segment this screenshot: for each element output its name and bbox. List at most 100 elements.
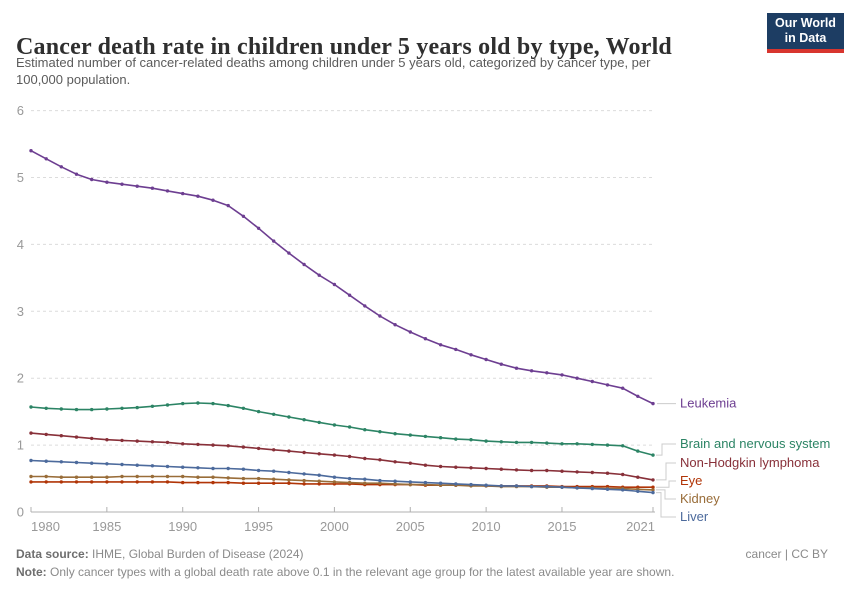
series-point-liver-2007 [438,481,443,485]
series-point-leukemia-1990 [181,191,185,196]
y-tick-label-5: 5 [17,170,24,185]
series-point-leukemia-1984 [90,177,94,182]
series-point-non-hodgkin-lymphoma-1985 [105,438,109,442]
series-point-eye-1999 [317,482,321,486]
series-point-eye-1993 [226,480,230,485]
series-point-kidney-1982 [59,475,63,479]
series-point-kidney-1989 [165,474,170,479]
series-point-non-hodgkin-lymphoma-1981 [44,432,48,437]
series-point-liver-1983 [74,460,79,465]
legend-connector-liver [656,492,676,518]
series-point-non-hodgkin-lymphoma-2003 [378,458,382,462]
legend-label-eye[interactable]: Eye [680,473,702,488]
series-point-liver-1987 [135,463,139,467]
series-point-liver-2021 [651,490,655,495]
series-point-non-hodgkin-lymphoma-2000 [332,453,337,457]
series-point-brain-and-nervous-system-1993 [226,403,230,408]
series-point-leukemia-2002 [363,304,367,308]
series-point-kidney-2003 [378,481,382,485]
series-point-brain-and-nervous-system-1985 [105,407,109,411]
series-point-non-hodgkin-lymphoma-2019 [621,472,625,477]
footer-note-label: Note: [16,565,47,579]
series-point-brain-and-nervous-system-2005 [408,433,412,437]
series-point-liver-2009 [469,482,473,487]
series-point-kidney-1994 [241,476,246,481]
series-point-brain-and-nervous-system-1980 [29,405,33,409]
legend-label-liver[interactable]: Liver [680,509,709,524]
series-point-liver-1993 [226,466,230,471]
series-line-liver[interactable] [30,459,654,494]
x-tick-label-2015: 2015 [548,519,577,534]
legend-connector-brain-and-nervous-system [656,443,676,456]
series-point-brain-and-nervous-system-2007 [438,436,443,440]
owid-logo-line2: in Data [784,30,827,45]
x-tick-label-2000: 2000 [320,519,349,534]
series-point-liver-1999 [317,473,321,477]
footer-sources: Data source: IHME, Global Burden of Dise… [16,547,303,562]
series-point-eye-1991 [196,480,200,485]
series-point-brain-and-nervous-system-1997 [287,415,291,419]
legend-label-kidney[interactable]: Kidney [680,491,720,506]
owid-logo-line1: Our World [775,16,836,30]
series-line-non-hodgkin-lymphoma[interactable] [30,432,654,481]
series-point-eye-1996 [272,481,276,485]
series-point-brain-and-nervous-system-2014 [545,441,549,445]
series-point-brain-and-nervous-system-2000 [332,423,337,427]
series-point-eye-1984 [90,480,94,484]
series-point-non-hodgkin-lymphoma-1980 [29,431,33,435]
series-point-liver-1980 [29,458,33,463]
series-line-leukemia[interactable] [30,149,654,405]
series-point-leukemia-2001 [347,293,352,297]
series-point-leukemia-1982 [59,165,63,169]
series-point-leukemia-1991 [196,194,200,198]
footer-sources-text[interactable]: IHME, Global Burden of Disease (2024) [92,547,304,561]
series-point-liver-2003 [378,478,382,483]
x-tick-label-2005: 2005 [396,519,425,534]
series-point-liver-2010 [484,483,488,487]
series-point-liver-2013 [529,484,534,489]
series-point-leukemia-2010 [484,357,488,362]
series-point-liver-2016 [575,486,579,490]
legend-connector-non-hodgkin-lymphoma [656,462,676,481]
series-point-liver-2014 [545,484,549,489]
series-point-liver-1986 [120,462,124,467]
series-point-leukemia-2021 [651,401,655,406]
series-point-non-hodgkin-lymphoma-1986 [120,438,124,443]
series-point-eye-1998 [302,482,306,486]
series-point-brain-and-nervous-system-1991 [196,401,200,405]
series-point-non-hodgkin-lymphoma-2004 [393,460,397,464]
series-point-brain-and-nervous-system-2001 [347,425,352,429]
series-point-brain-and-nervous-system-2020 [636,449,640,453]
series-point-non-hodgkin-lymphoma-1982 [59,434,63,438]
series-point-non-hodgkin-lymphoma-2020 [636,475,640,479]
series-point-kidney-2002 [363,481,367,485]
owid-logo[interactable]: Our World in Data [767,13,844,53]
series-point-liver-2001 [347,476,352,481]
series-point-liver-1992 [211,466,215,471]
y-tick-label-4: 4 [17,237,24,252]
footer-attribution[interactable]: cancer | CC BY [745,547,828,561]
series-point-non-hodgkin-lymphoma-1987 [135,439,139,443]
series-point-liver-1996 [272,469,276,473]
legend-label-non-hodgkin-lymphoma[interactable]: Non-Hodgkin lymphoma [680,455,820,470]
series-point-liver-2012 [514,484,519,488]
series-line-brain-and-nervous-system[interactable] [30,402,654,456]
series-point-non-hodgkin-lymphoma-2017 [590,470,594,475]
series-point-kidney-1981 [44,474,48,479]
x-tick-label-1990: 1990 [168,519,197,534]
legend-label-brain-and-nervous-system[interactable]: Brain and nervous system [680,436,830,451]
series-point-non-hodgkin-lymphoma-1989 [165,440,170,445]
series-point-eye-1985 [105,480,109,484]
series-point-liver-1998 [302,472,306,476]
series-point-leukemia-2007 [438,343,443,347]
series-point-non-hodgkin-lymphoma-1988 [150,440,155,444]
series-point-non-hodgkin-lymphoma-2010 [484,466,488,471]
series-point-liver-1991 [196,466,200,470]
series-point-leukemia-2020 [636,394,640,398]
y-tick-label-2: 2 [17,371,24,386]
series-point-brain-and-nervous-system-2017 [590,442,594,447]
series-point-brain-and-nervous-system-1981 [44,406,48,410]
series-point-liver-2017 [590,486,594,491]
y-tick-label-1: 1 [17,438,24,453]
legend-label-leukemia[interactable]: Leukemia [680,396,737,411]
